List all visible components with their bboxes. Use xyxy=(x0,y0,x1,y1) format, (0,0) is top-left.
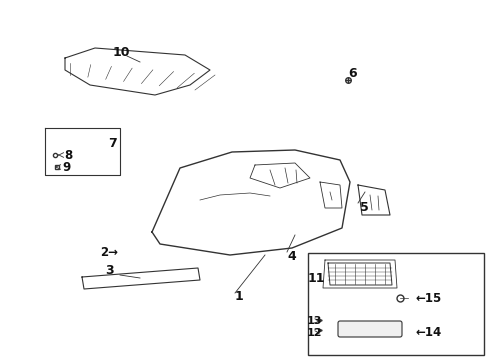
Text: 9: 9 xyxy=(56,161,70,174)
Text: 13: 13 xyxy=(306,316,321,326)
Text: 10: 10 xyxy=(113,45,130,59)
Text: 12: 12 xyxy=(306,328,321,338)
Text: 4: 4 xyxy=(286,251,295,264)
Text: 7: 7 xyxy=(108,136,117,149)
Text: ←15: ←15 xyxy=(414,292,440,306)
Text: ←14: ←14 xyxy=(414,327,440,339)
FancyBboxPatch shape xyxy=(337,321,401,337)
Text: 11: 11 xyxy=(307,271,325,284)
Text: 8: 8 xyxy=(58,149,72,162)
Text: 3: 3 xyxy=(105,264,113,276)
Text: 5: 5 xyxy=(359,201,368,213)
Text: 1: 1 xyxy=(235,291,243,303)
Bar xyxy=(307,253,483,355)
Text: 2→: 2→ xyxy=(100,247,118,260)
Text: 6: 6 xyxy=(347,67,356,80)
